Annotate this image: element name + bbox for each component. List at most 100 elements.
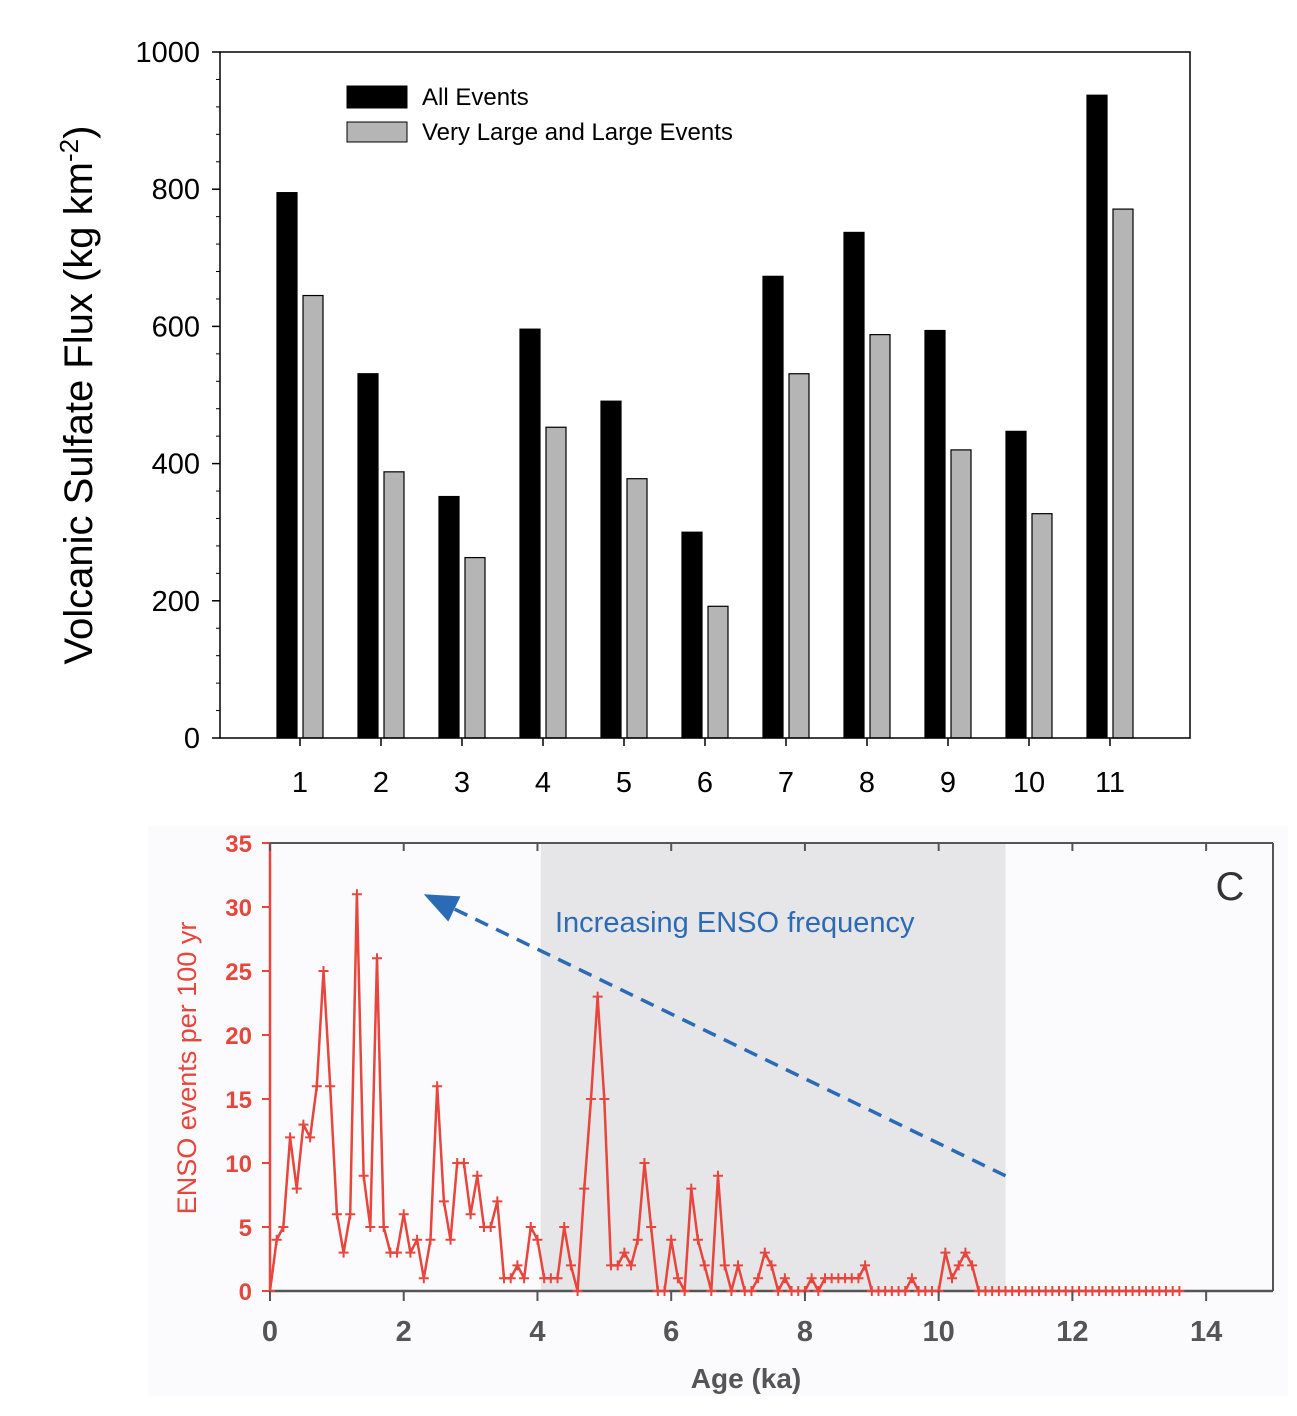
- x-tick-label: 4: [529, 1316, 545, 1348]
- enso-data-point: [759, 1247, 770, 1258]
- enso-data-point: [465, 1209, 476, 1220]
- enso-data-point: [418, 1273, 429, 1284]
- enso-data-point: [612, 1260, 623, 1271]
- enso-data-point: [906, 1273, 917, 1284]
- y-tick-label: 0: [239, 1279, 252, 1306]
- x-tick-label: 5: [616, 767, 632, 799]
- enso-data-point: [552, 1273, 563, 1284]
- enso-data-point: [592, 991, 603, 1002]
- y-tick-label: 15: [225, 1087, 252, 1114]
- enso-data-point: [672, 1273, 683, 1284]
- enso-data-point: [311, 1081, 322, 1092]
- y-tick-label: 20: [225, 1023, 252, 1050]
- enso-data-point: [425, 1234, 436, 1245]
- bar-very-large-events: [464, 556, 486, 739]
- bar-very-large-events: [383, 471, 405, 739]
- enso-data-point: [666, 1234, 677, 1245]
- legend-swatch-very-large-events: [346, 121, 408, 143]
- enso-data-point: [291, 1183, 302, 1194]
- bar-all-events: [1005, 430, 1027, 739]
- legend-label-very-large-events: Very Large and Large Events: [422, 119, 733, 146]
- x-axis-title: Age (ka): [691, 1363, 801, 1394]
- bar-very-large-events: [302, 294, 324, 739]
- enso-data-point: [813, 1286, 824, 1296]
- enso-data-point: [860, 1260, 871, 1271]
- enso-data-point: [953, 1260, 964, 1271]
- y-tick-label: 400: [152, 449, 200, 481]
- enso-data-point: [392, 1247, 403, 1258]
- enso-data-point: [619, 1247, 630, 1258]
- y-tick-label: 30: [225, 895, 252, 922]
- enso-data-point: [639, 1158, 650, 1168]
- enso-data-point: [371, 953, 382, 964]
- enso-data-point: [773, 1286, 784, 1296]
- enso-data-point: [779, 1273, 790, 1284]
- x-tick-label: 10: [923, 1316, 955, 1348]
- enso-data-point: [706, 1286, 717, 1296]
- enso-data-point: [505, 1273, 516, 1284]
- bar-all-events: [762, 275, 784, 739]
- y-tick-label: 200: [152, 586, 200, 618]
- trend-annotation: Increasing ENSO frequency: [555, 907, 915, 939]
- enso-data-point: [1174, 1286, 1185, 1296]
- bar-all-events: [843, 231, 865, 739]
- x-tick-label: 0: [262, 1316, 278, 1348]
- y-tick-label: 35: [225, 831, 252, 858]
- legend-swatch-all-events: [346, 85, 408, 109]
- y-tick-label: 5: [239, 1215, 252, 1242]
- bar-all-events: [519, 328, 541, 739]
- enso-data-point: [960, 1247, 971, 1258]
- bar-very-large-events: [1031, 513, 1053, 739]
- bar-all-events: [600, 400, 622, 739]
- enso-data-point: [940, 1247, 951, 1258]
- enso-data-point: [325, 1081, 336, 1092]
- enso-data-point: [492, 1196, 503, 1207]
- x-tick-label: 4: [535, 767, 551, 799]
- panel-label: C: [1216, 865, 1245, 909]
- enso-data-point: [733, 1260, 744, 1271]
- bar-all-events: [276, 192, 298, 739]
- x-tick-label: 3: [454, 767, 470, 799]
- enso-data-point: [713, 1170, 724, 1181]
- enso-data-point: [559, 1222, 570, 1232]
- enso-data-point: [579, 1183, 590, 1194]
- enso-data-point: [398, 1209, 409, 1220]
- y-tick-label: 1000: [135, 37, 200, 69]
- y-tick-label: 0: [184, 723, 200, 755]
- enso-data-point: [412, 1234, 423, 1245]
- x-tick-label: 7: [778, 767, 794, 799]
- bar-very-large-events: [545, 426, 567, 739]
- enso-data-point: [806, 1273, 817, 1284]
- x-tick-label: 11: [1095, 767, 1125, 799]
- y-tick-label: 800: [152, 174, 200, 206]
- y-tick-label: 25: [225, 959, 252, 986]
- enso-data-point: [445, 1234, 456, 1245]
- enso-data-point: [438, 1196, 449, 1207]
- enso-data-point: [512, 1260, 523, 1271]
- enso-data-point: [318, 966, 329, 976]
- enso-data-point: [338, 1247, 349, 1258]
- trend-arrow-head: [423, 894, 461, 922]
- enso-data-point: [746, 1286, 757, 1296]
- enso-data-point: [686, 1183, 697, 1194]
- bar-all-events: [1086, 94, 1108, 739]
- enso-data-point: [519, 1273, 530, 1284]
- enso-data-point: [692, 1234, 703, 1245]
- bar-very-large-events: [626, 478, 648, 739]
- line-chart-enso-events: Increasing ENSO frequency C 051015202530…: [148, 826, 1288, 1396]
- shaded-region: [540, 843, 1006, 1291]
- trend-arrow: [450, 905, 1007, 1178]
- enso-data-point: [432, 1081, 443, 1092]
- enso-data-point: [967, 1260, 978, 1271]
- bar-all-events: [681, 531, 703, 739]
- enso-data-point: [532, 1234, 543, 1245]
- enso-data-point: [285, 1132, 296, 1143]
- bar-very-large-events: [1112, 208, 1134, 739]
- y-tick-label: 10: [225, 1151, 252, 1178]
- enso-data-point: [331, 1209, 342, 1220]
- x-tick-label: 1: [292, 767, 308, 799]
- enso-data-point: [278, 1222, 289, 1232]
- x-tick-label: 2: [396, 1316, 412, 1348]
- enso-data-point: [485, 1222, 496, 1232]
- legend-label-all-events: All Events: [422, 84, 529, 111]
